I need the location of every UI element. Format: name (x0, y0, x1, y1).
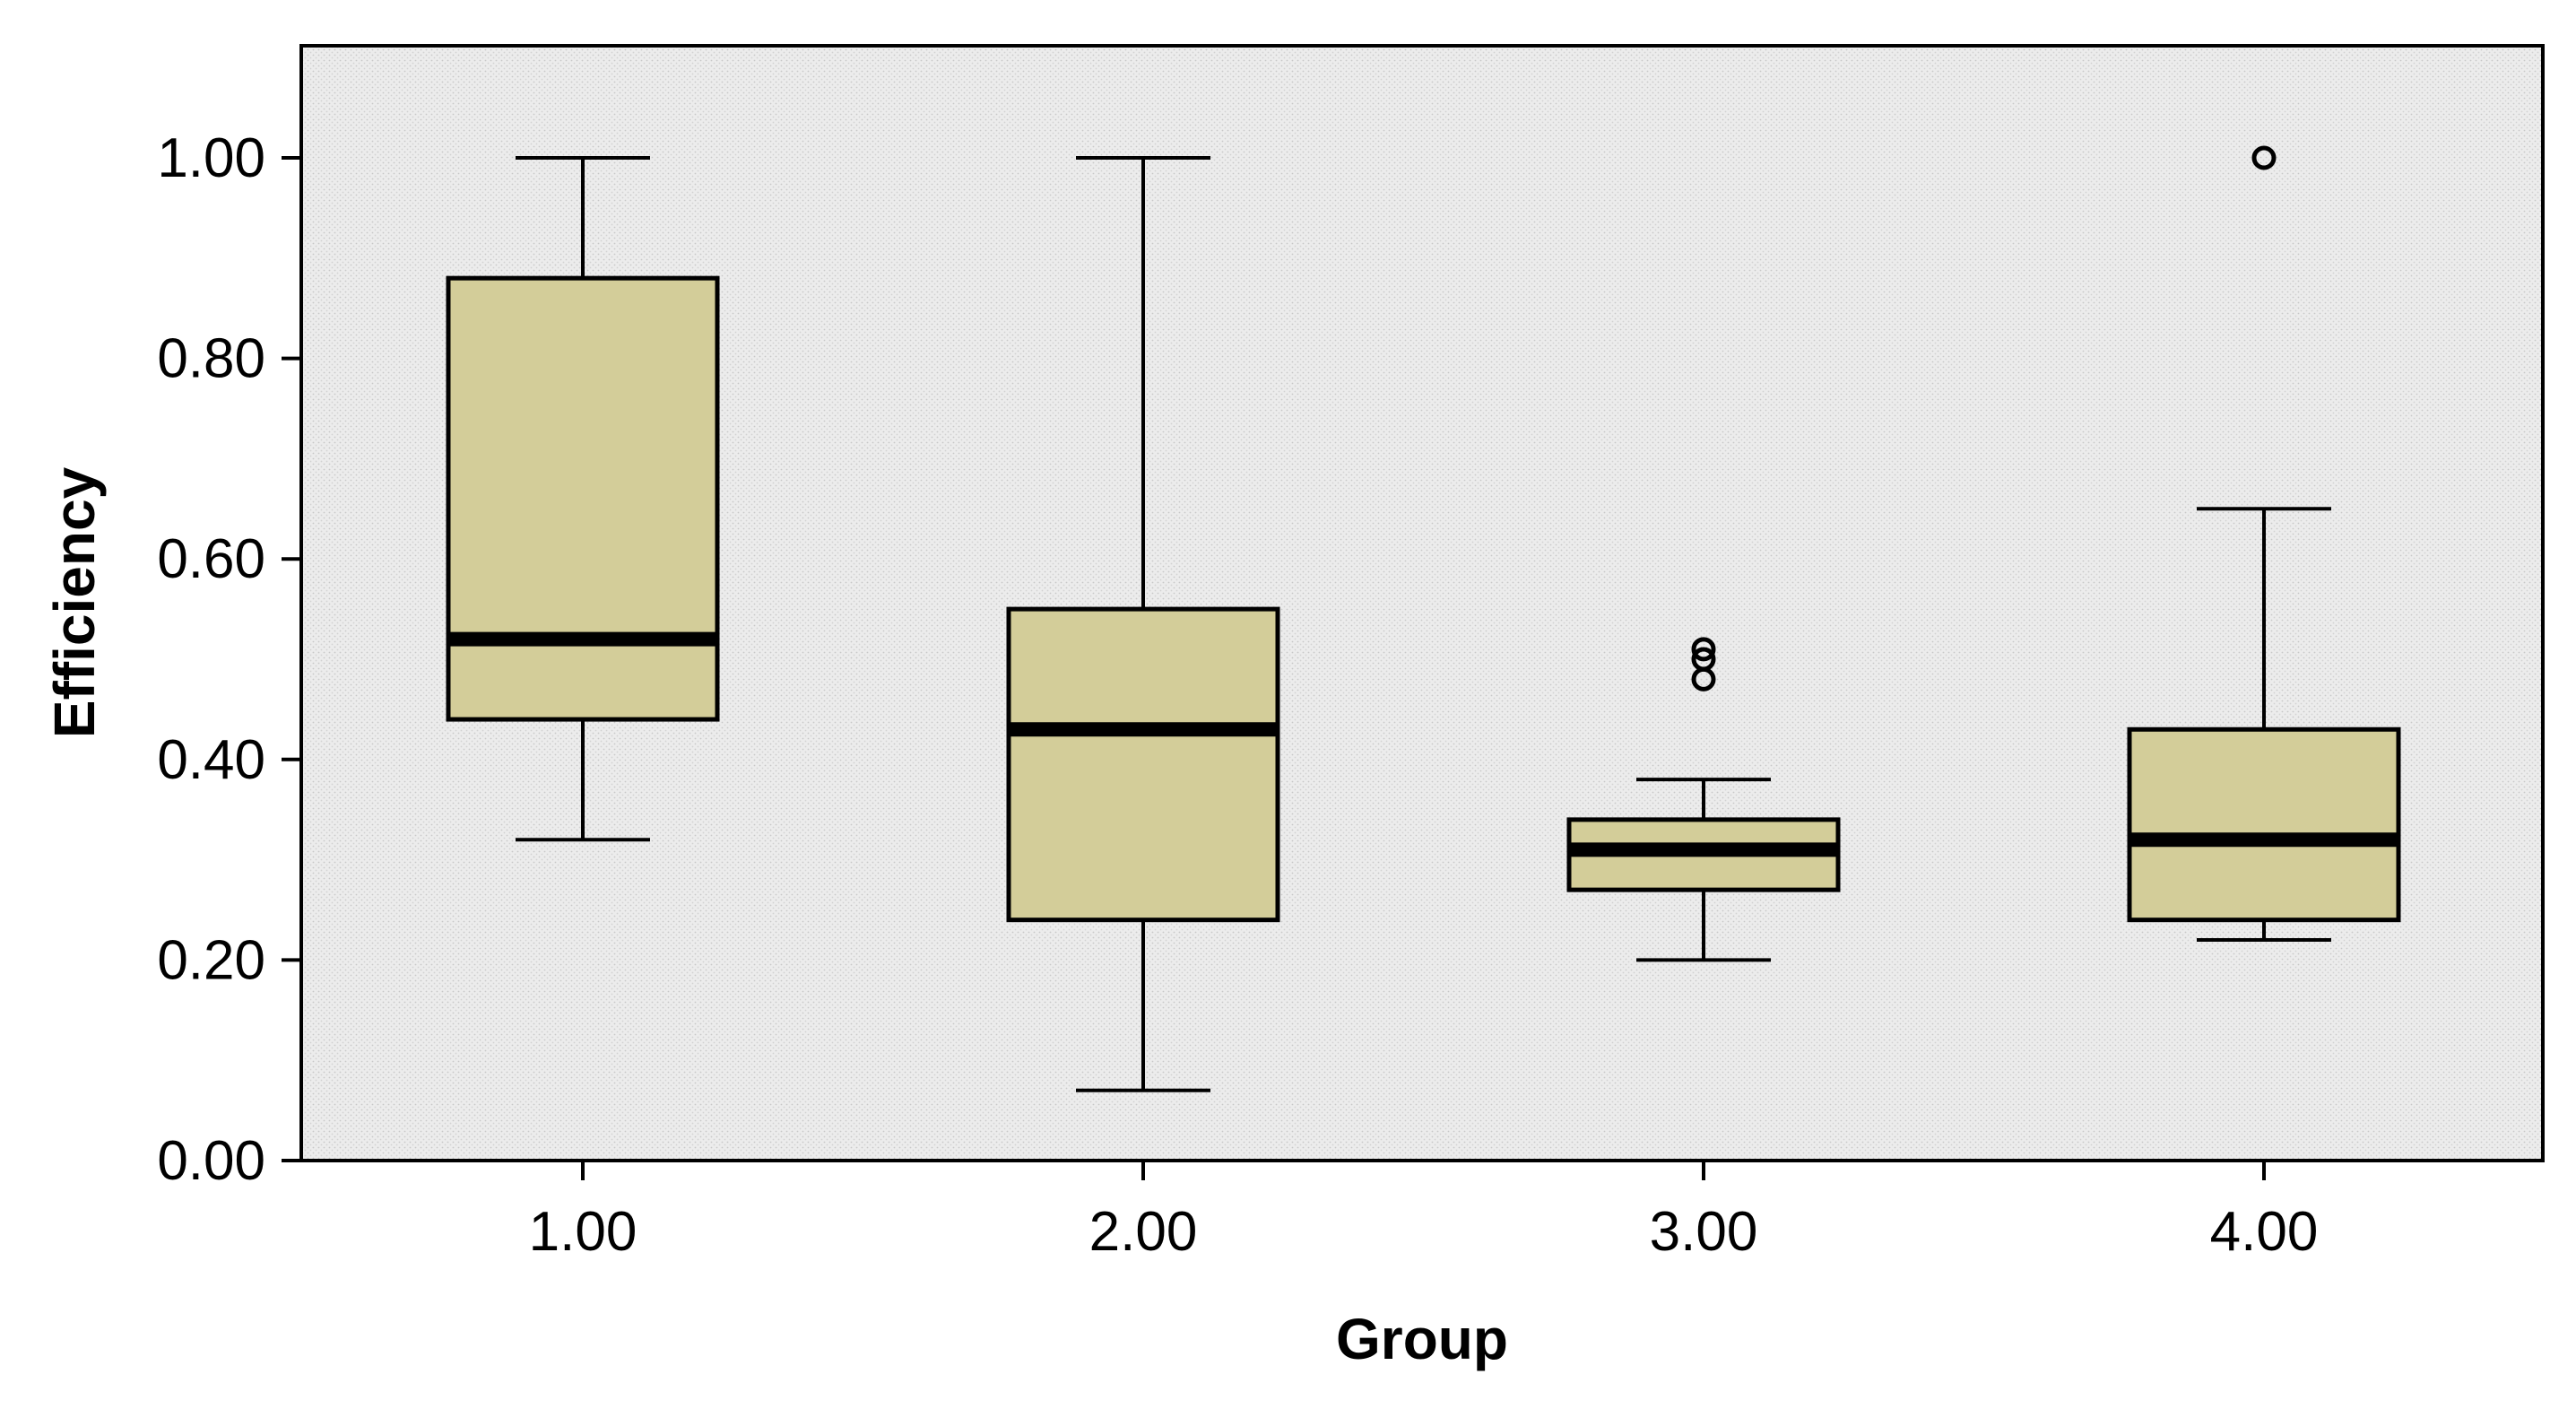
box-iqr (1006, 606, 1280, 923)
y-tick-label: 0.80 (157, 328, 265, 390)
outlier-point (2251, 145, 2277, 170)
box-group (446, 156, 720, 842)
x-axis-title: Group (1336, 1307, 1508, 1371)
x-tick-label: 4.00 (2210, 1201, 2319, 1263)
box-group (1566, 637, 1841, 962)
outlier-point (1691, 647, 1716, 672)
box-iqr (446, 275, 720, 722)
outlier-point (1691, 637, 1716, 662)
x-tick-label: 3.00 (1650, 1201, 1758, 1263)
box-group (2127, 145, 2401, 943)
y-tick-label: 0.60 (157, 528, 265, 590)
y-tick-label: 0.40 (157, 729, 265, 791)
x-tick-label: 2.00 (1089, 1201, 1198, 1263)
boxes (446, 145, 2401, 1092)
box-group (1006, 156, 1280, 1092)
y-axis-title: Efficiency (42, 466, 107, 738)
y-tick-label: 1.00 (157, 127, 265, 189)
y-tick-label: 0.20 (157, 929, 265, 991)
axes: 0.00 0.20 0.40 0.60 0.80 1.00 1.00 2.00 3.00 4.00 (157, 127, 2318, 1263)
box-iqr (2127, 726, 2401, 923)
y-tick-label: 0.00 (157, 1130, 265, 1192)
x-tick-label: 1.00 (529, 1201, 637, 1263)
